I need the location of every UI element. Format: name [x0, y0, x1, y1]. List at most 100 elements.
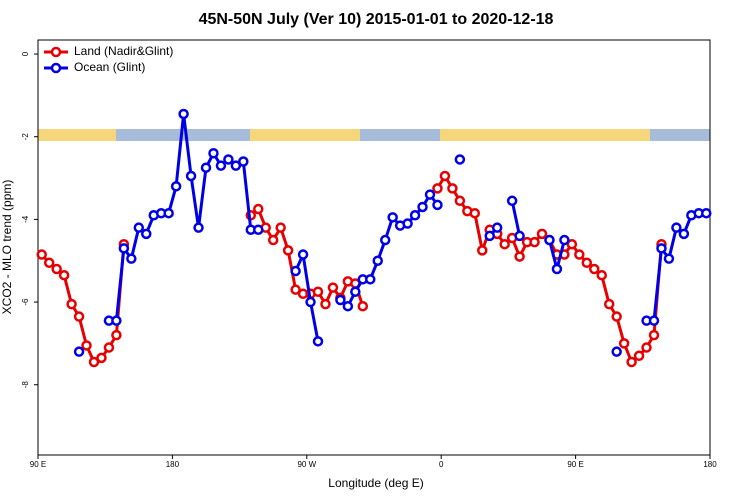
data-point: [514, 230, 525, 242]
data-point: [648, 329, 660, 341]
data-point: [566, 238, 578, 250]
data-point: [596, 269, 607, 281]
data-point: [141, 228, 152, 240]
y-tick-label: -8: [21, 381, 30, 389]
data-point: [178, 108, 189, 120]
data-point: [111, 315, 122, 326]
data-point: [230, 160, 242, 171]
data-point: [73, 311, 85, 322]
data-point: [469, 207, 481, 219]
data-point: [417, 201, 428, 213]
data-point: [320, 298, 331, 310]
plot-frame: [37, 39, 711, 456]
data-point: [43, 257, 55, 269]
data-point: [536, 228, 548, 240]
data-point: [641, 342, 652, 353]
data-point: [544, 234, 555, 246]
data-point: [111, 329, 122, 341]
series-line: [40, 174, 663, 364]
data-point: [126, 253, 137, 264]
data-point: [574, 249, 585, 260]
data-point: [514, 251, 525, 262]
data-point: [312, 286, 324, 297]
data-point: [402, 218, 413, 229]
y-tick-label: -6: [21, 298, 30, 306]
data-point: [58, 269, 70, 281]
land-band: [250, 129, 360, 141]
chart-title: 45N-50N July (Ver 10) 2015-01-01 to 2020…: [199, 11, 554, 28]
data-point: [275, 222, 286, 233]
data-point: [185, 170, 197, 182]
data-point: [88, 356, 100, 368]
data-point: [663, 253, 675, 264]
legend-label: Land (Nadir&Glint): [74, 44, 173, 58]
data-point: [432, 183, 443, 194]
data-point: [253, 224, 264, 235]
data-point: [439, 170, 451, 182]
data-point: [238, 156, 249, 167]
data-point: [223, 154, 234, 165]
data-point: [365, 274, 376, 285]
x-tick-label: 0: [439, 460, 444, 469]
data-point: [678, 228, 690, 240]
data-point: [170, 181, 182, 192]
data-point: [424, 189, 436, 200]
data-point: [529, 236, 540, 248]
data-point: [432, 199, 443, 211]
data-point: [290, 284, 301, 295]
x-tick-label: 90 W: [297, 460, 316, 469]
data-point: [297, 249, 309, 260]
data-point: [656, 243, 667, 254]
data-point: [454, 195, 466, 207]
data-point: [290, 265, 301, 277]
data-point: [350, 286, 361, 297]
x-axis-label: Longitude (deg E): [328, 476, 423, 490]
x-tick-label: 90 E: [567, 460, 583, 469]
data-point: [51, 263, 62, 275]
data-point: [267, 234, 279, 246]
data-point: [357, 300, 369, 312]
data-point: [648, 315, 660, 326]
data-point: [581, 257, 593, 269]
data-point: [589, 263, 600, 275]
data-point: [208, 148, 219, 159]
data-point: [96, 352, 107, 364]
data-point: [118, 243, 130, 254]
data-point: [491, 222, 503, 233]
data-point: [133, 222, 145, 233]
legend-label: Ocean (Glint): [74, 60, 145, 74]
data-point: [499, 238, 510, 250]
data-point: [506, 195, 518, 207]
legend-marker: [50, 62, 62, 74]
data-point: [409, 210, 421, 221]
legend-marker: [50, 46, 62, 58]
data-point: [282, 245, 294, 256]
y-tick-label: 0: [21, 51, 30, 56]
y-tick-label: -4: [21, 215, 30, 223]
data-point: [626, 356, 637, 368]
data-point: [611, 346, 622, 357]
land-band: [440, 129, 650, 141]
data-point: [603, 298, 615, 310]
y-axis-label: XCO2 - MLO trend (ppm): [0, 180, 14, 315]
data-point: [484, 230, 495, 242]
data-point: [200, 162, 212, 173]
data-point: [611, 311, 622, 322]
data-point: [215, 160, 227, 171]
data-point: [327, 282, 339, 293]
data-point: [342, 300, 354, 312]
data-point: [36, 249, 47, 260]
data-point: [73, 346, 85, 357]
x-tick-label: 90 E: [30, 460, 46, 469]
data-point: [671, 222, 682, 233]
data-point: [81, 340, 92, 351]
data-point: [253, 203, 264, 215]
data-point: [335, 294, 346, 306]
land-band: [38, 129, 116, 141]
data-point: [447, 183, 458, 194]
data-point: [103, 342, 115, 353]
data-point: [193, 222, 204, 233]
data-point: [379, 234, 391, 246]
data-point: [477, 245, 488, 256]
